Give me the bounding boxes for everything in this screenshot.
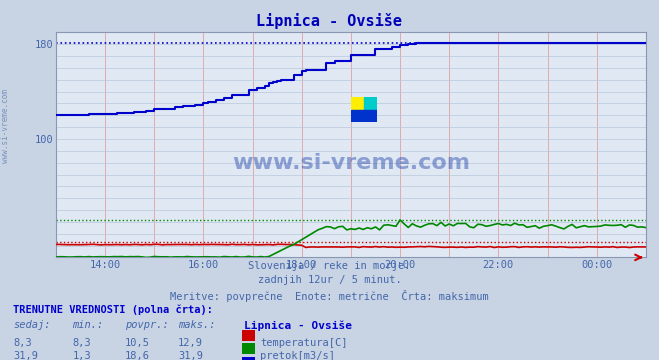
Text: Lipnica - Ovsiše: Lipnica - Ovsiše (244, 320, 352, 331)
Text: TRENUTNE VREDNOSTI (polna črta):: TRENUTNE VREDNOSTI (polna črta): (13, 304, 213, 315)
Text: sedaj:: sedaj: (13, 320, 51, 330)
Text: 8,3: 8,3 (72, 338, 91, 348)
Bar (351, 110, 364, 122)
Text: www.si-vreme.com: www.si-vreme.com (232, 153, 470, 173)
Text: 18,6: 18,6 (125, 351, 150, 360)
Text: zadnjih 12ur / 5 minut.: zadnjih 12ur / 5 minut. (258, 275, 401, 285)
Text: maks.:: maks.: (178, 320, 215, 330)
Text: 10,5: 10,5 (125, 338, 150, 348)
Text: pretok[m3/s]: pretok[m3/s] (260, 351, 335, 360)
Text: 31,9: 31,9 (178, 351, 203, 360)
Text: Meritve: povprečne  Enote: metrične  Črta: maksimum: Meritve: povprečne Enote: metrične Črta:… (170, 290, 489, 302)
Text: povpr.:: povpr.: (125, 320, 169, 330)
Text: 8,3: 8,3 (13, 338, 32, 348)
Text: 12,9: 12,9 (178, 338, 203, 348)
Text: Lipnica - Ovsiše: Lipnica - Ovsiše (256, 13, 403, 28)
Text: temperatura[C]: temperatura[C] (260, 338, 348, 348)
Text: 31,9: 31,9 (13, 351, 38, 360)
Text: Slovenija / reke in morje.: Slovenija / reke in morje. (248, 261, 411, 271)
Text: min.:: min.: (72, 320, 103, 330)
Text: www.si-vreme.com: www.si-vreme.com (1, 89, 10, 163)
Bar (351, 97, 364, 110)
Text: 1,3: 1,3 (72, 351, 91, 360)
Bar (364, 97, 378, 110)
Bar (364, 110, 378, 122)
